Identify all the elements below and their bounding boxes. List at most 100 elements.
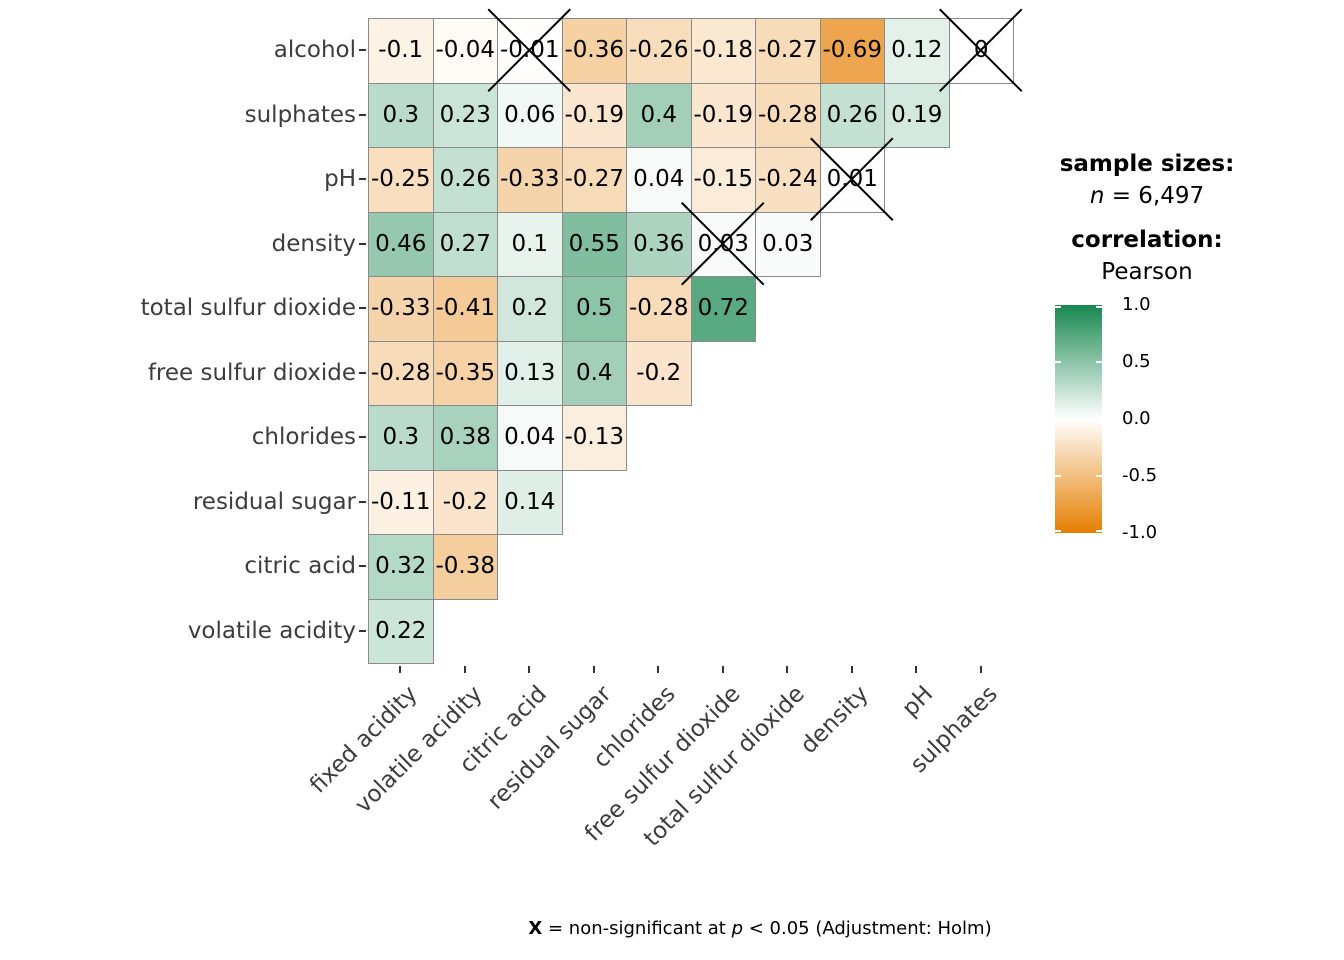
x-axis-tick	[399, 666, 402, 673]
heatmap-cell: 0	[948, 18, 1014, 84]
correlation-value-label: -0.41	[435, 295, 495, 322]
y-axis-label: citric acid	[244, 553, 356, 580]
correlation-value-label: 0.22	[375, 617, 427, 644]
x-axis-tick	[463, 666, 466, 673]
colorbar-tick-label: -0.5	[1122, 465, 1158, 486]
correlation-value-label: -0.28	[757, 101, 818, 128]
legend-n-symbol: n	[1089, 183, 1105, 209]
correlation-value-label: -0.2	[442, 488, 488, 515]
x-axis-tick	[850, 666, 853, 673]
y-axis-label: residual sugar	[192, 488, 356, 515]
heatmap-cell: 0.23	[432, 82, 498, 148]
heatmap-cell: -0.25	[368, 147, 434, 213]
correlation-value-label: -0.18	[693, 37, 753, 64]
heatmap-cell: -0.27	[561, 147, 627, 213]
heatmap-cell: 0.38	[432, 405, 498, 471]
colorbar-tick-notch	[1096, 475, 1102, 477]
heatmap-cell: 0.22	[368, 598, 434, 664]
legend-correlation-value: Pearson	[1101, 259, 1193, 285]
x-axis-tick	[721, 666, 724, 673]
heatmap-cell: -0.35	[432, 340, 498, 406]
correlation-value-label: 0.01	[826, 166, 878, 193]
correlation-value-label: -0.33	[499, 166, 560, 193]
heatmap-cell: 0.5	[561, 276, 627, 342]
heatmap-cell: -0.2	[432, 469, 498, 535]
correlation-value-label: 0.72	[697, 295, 749, 322]
correlation-value-label: 0.3	[382, 424, 420, 451]
correlation-value-label: 0.03	[697, 230, 749, 257]
correlation-value-label: -0.28	[370, 359, 431, 386]
legend-correlation-title: correlation:	[1071, 227, 1223, 253]
correlation-value-label: -0.01	[499, 37, 560, 64]
correlation-value-label: 0.32	[375, 553, 427, 580]
correlation-value-label: 0.26	[439, 166, 491, 193]
heatmap-cell: 0.19	[884, 82, 950, 148]
heatmap-cell: -0.11	[368, 469, 434, 535]
heatmap-cell: 0.14	[497, 469, 563, 535]
y-axis-label: volatile acidity	[187, 617, 356, 644]
correlation-value-label: -0.2	[636, 359, 682, 386]
correlation-value-label: 0.04	[504, 424, 556, 451]
heatmap-cell: 0.04	[626, 147, 692, 213]
heatmap-cell: -0.28	[626, 276, 692, 342]
heatmap-cell: -0.69	[819, 18, 885, 84]
caption: X = non-significant at p < 0.05 (Adjustm…	[160, 918, 1344, 939]
heatmap-cell: 0.06	[497, 82, 563, 148]
colorbar-tick-notch	[1055, 529, 1061, 532]
correlation-value-label: -0.19	[693, 101, 753, 128]
x-axis-tick	[915, 666, 918, 673]
colorbar-gradient	[1055, 305, 1102, 533]
y-axis-label: alcohol	[273, 37, 356, 64]
y-axis-label: total sulfur dioxide	[140, 295, 356, 322]
heatmap-cell: -0.24	[755, 147, 821, 213]
caption-seg1: = non-significant at	[542, 918, 732, 939]
y-axis-label: free sulfur dioxide	[147, 359, 356, 386]
x-axis-tick	[979, 666, 982, 673]
correlation-value-label: 0.14	[504, 488, 556, 515]
correlation-value-label: -0.25	[370, 166, 431, 193]
heatmap-cell: -0.04	[432, 18, 498, 84]
y-axis-tick	[359, 113, 366, 116]
heatmap-cell: 0.01	[819, 147, 885, 213]
heatmap-cell: -0.26	[626, 18, 692, 84]
correlation-value-label: -0.11	[370, 488, 431, 515]
y-axis-tick	[359, 371, 366, 374]
correlation-value-label: -0.28	[628, 295, 689, 322]
correlation-value-label: 0.13	[504, 359, 556, 386]
colorbar-tick-label: 1.0	[1122, 294, 1151, 315]
colorbar-tick-notch	[1096, 529, 1102, 532]
correlation-value-label: -0.19	[564, 101, 624, 128]
heatmap-cell: 0.27	[432, 211, 498, 277]
colorbar-tick-notch	[1055, 475, 1061, 477]
colorbar-tick-label: 0.0	[1122, 408, 1151, 429]
colorbar-tick-notch	[1055, 306, 1061, 309]
heatmap-cell: -0.38	[432, 534, 498, 600]
heatmap-cell: 0.03	[690, 211, 756, 277]
caption-seg2: < 0.05 (Adjustment: Holm)	[743, 918, 992, 939]
heatmap-cell: -0.15	[690, 147, 756, 213]
heatmap-cell: -0.2	[626, 340, 692, 406]
heatmap-cell: 0.1	[497, 211, 563, 277]
correlation-value-label: 0.04	[633, 166, 685, 193]
x-axis-tick	[657, 666, 660, 673]
heatmap-cell: 0.12	[884, 18, 950, 84]
y-axis-tick	[359, 500, 366, 503]
y-axis-tick	[359, 242, 366, 245]
colorbar-tick-label: 0.5	[1122, 351, 1151, 372]
heatmap-cell: 0.46	[368, 211, 434, 277]
y-axis-label: sulphates	[244, 101, 356, 128]
correlation-value-label: 0	[973, 37, 989, 64]
correlation-value-label: 0.1	[511, 230, 549, 257]
correlation-value-label: -0.26	[628, 37, 689, 64]
correlation-value-label: -0.15	[693, 166, 753, 193]
heatmap-cell: -0.33	[368, 276, 434, 342]
correlation-value-label: 0.23	[439, 101, 491, 128]
heatmap-cell: 0.13	[497, 340, 563, 406]
heatmap-cell: 0.4	[561, 340, 627, 406]
correlation-value-label: -0.38	[435, 553, 495, 580]
heatmap-cell: -0.1	[368, 18, 434, 84]
heatmap-cell: 0.72	[690, 276, 756, 342]
x-axis-label: pH	[897, 681, 939, 722]
y-axis-tick	[359, 178, 366, 181]
